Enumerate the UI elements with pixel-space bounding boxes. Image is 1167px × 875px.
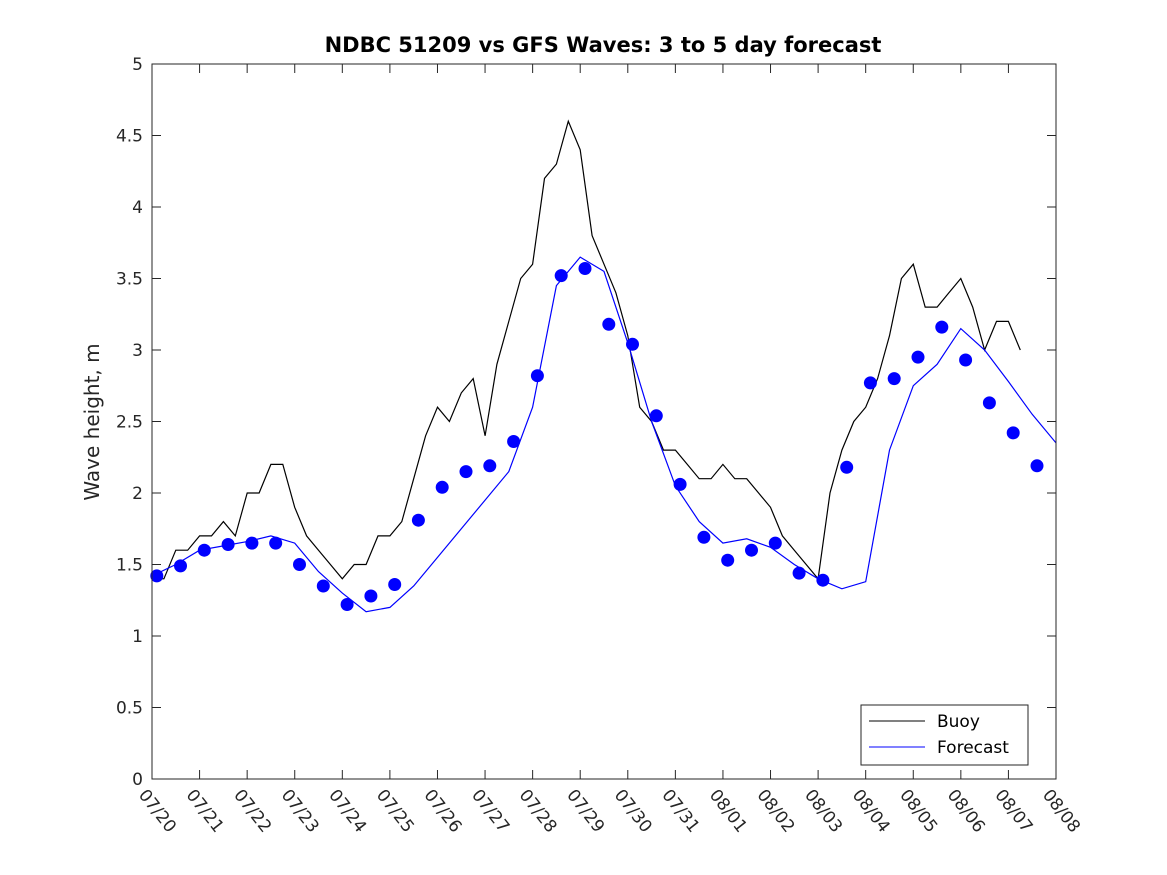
forecast-marker <box>507 435 521 448</box>
forecast-marker <box>697 530 711 544</box>
forecast-marker <box>863 376 877 390</box>
forecast-marker <box>626 337 639 351</box>
forecast-marker <box>911 350 925 364</box>
y-tick-label: 3.5 <box>116 270 143 290</box>
forecast-marker <box>388 578 402 591</box>
forecast-marker <box>197 543 211 557</box>
y-tick-label: 1.5 <box>116 556 143 576</box>
forecast-marker <box>982 396 996 410</box>
y-tick-label: 2 <box>132 484 143 504</box>
forecast-marker <box>293 558 306 571</box>
forecast-marker <box>673 477 687 491</box>
forecast-marker <box>150 569 164 583</box>
forecast-marker <box>340 598 354 611</box>
y-tick-label: 4.5 <box>116 127 143 147</box>
forecast-marker <box>221 538 235 551</box>
forecast-marker <box>602 317 616 331</box>
chart-title: NDBC 51209 vs GFS Waves: 3 to 5 day fore… <box>325 33 882 57</box>
forecast-marker <box>745 543 758 557</box>
y-tick-label: 1 <box>132 627 143 647</box>
forecast-marker <box>816 573 830 587</box>
y-tick-label: 2.5 <box>116 413 143 433</box>
forecast-marker <box>435 480 449 494</box>
forecast-marker <box>721 553 735 567</box>
series-line-forecast <box>152 256 1056 613</box>
forecast-marker <box>935 320 949 334</box>
forecast-marker <box>459 465 473 479</box>
forecast-marker <box>959 353 973 367</box>
y-tick-label: 0.5 <box>116 699 143 719</box>
forecast-marker <box>768 536 782 550</box>
legend: Buoy Forecast <box>860 704 1029 766</box>
forecast-marker <box>649 409 663 423</box>
legend-forecast-label: Forecast <box>937 738 1009 758</box>
y-tick-label: 0 <box>132 770 143 790</box>
forecast-marker <box>1030 459 1044 473</box>
forecast-marker <box>887 372 901 386</box>
forecast-marker <box>578 262 592 275</box>
forecast-marker <box>245 536 259 550</box>
y-tick-label: 5 <box>132 55 143 75</box>
forecast-marker <box>1006 426 1020 440</box>
forecast-marker <box>840 460 854 474</box>
y-tick-label: 4 <box>132 198 143 218</box>
forecast-marker <box>554 269 568 283</box>
forecast-marker <box>411 513 425 527</box>
legend-buoy-label: Buoy <box>937 712 980 732</box>
forecast-marker <box>269 536 283 550</box>
forecast-marker <box>483 459 497 473</box>
legend-box <box>860 704 1029 766</box>
y-tick-label: 3 <box>132 341 143 361</box>
forecast-marker <box>316 579 330 593</box>
forecast-marker <box>174 559 187 573</box>
y-axis-label: Wave height, m <box>80 343 104 500</box>
forecast-marker <box>792 566 806 580</box>
marker-layer <box>150 262 1044 611</box>
forecast-marker <box>530 369 544 383</box>
forecast-marker <box>364 589 378 603</box>
